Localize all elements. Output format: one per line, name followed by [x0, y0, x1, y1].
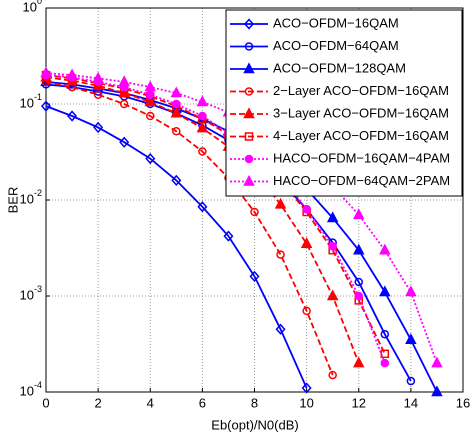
marker: [406, 376, 416, 386]
marker: [170, 86, 183, 98]
series-line: [45, 74, 386, 355]
marker: [197, 201, 208, 213]
legend-label: HACO−OFDM−64QAM−2PAM: [273, 173, 450, 188]
y-tick-label: 100: [23, 0, 42, 14]
marker: [66, 68, 78, 80]
marker: [353, 208, 365, 220]
legend-marker: [244, 132, 254, 141]
marker: [119, 99, 129, 109]
marker: [198, 147, 207, 156]
marker: [92, 71, 104, 83]
marker: [302, 306, 311, 316]
marker: [172, 99, 181, 109]
marker: [40, 100, 52, 112]
marker: [353, 243, 365, 255]
marker: [118, 75, 130, 87]
marker: [380, 358, 390, 368]
y-tick-label: 10-2: [20, 188, 42, 206]
x-tick-label: 12: [352, 395, 366, 410]
series-line: [45, 74, 386, 364]
legend-label: HACO−OFDM−16QAM−4PAM: [273, 150, 450, 165]
marker: [250, 207, 259, 217]
marker: [328, 370, 337, 380]
legend-marker: [243, 107, 255, 119]
x-tick-label: 2: [95, 395, 102, 410]
x-tick-label: 8: [251, 395, 258, 410]
x-axis-label: Eb(opt)/N0(dB): [211, 417, 298, 432]
x-tick-label: 10: [299, 395, 313, 410]
y-tick-label: 10-4: [20, 380, 42, 398]
marker: [379, 243, 391, 255]
marker: [274, 197, 287, 209]
marker: [431, 385, 443, 397]
marker: [354, 277, 363, 287]
marker: [302, 205, 311, 214]
marker: [93, 121, 104, 134]
marker: [300, 237, 313, 249]
marker: [405, 333, 417, 345]
series-line: [45, 72, 438, 364]
marker: [40, 66, 52, 78]
legend-marker: [243, 62, 255, 74]
marker: [431, 356, 443, 368]
legend-label: 2−Layer ACO−OFDM−16QAM: [273, 83, 449, 98]
marker: [328, 241, 337, 251]
marker: [326, 289, 339, 301]
series-line: [45, 80, 334, 376]
marker: [146, 111, 155, 121]
y-tick-label: 10-1: [20, 92, 42, 110]
marker: [379, 285, 391, 297]
marker: [67, 110, 78, 122]
y-tick-label: 10-3: [20, 284, 42, 302]
x-tick-label: 6: [199, 395, 206, 410]
legend-label: ACO−OFDM−128QAM: [273, 60, 406, 75]
x-tick-label: 16: [456, 395, 470, 410]
marker: [301, 382, 312, 394]
legend-box: [225, 9, 463, 197]
marker: [145, 152, 156, 165]
marker: [405, 285, 417, 297]
marker: [380, 329, 390, 339]
marker: [171, 174, 182, 187]
x-tick-label: 14: [404, 395, 418, 410]
marker: [353, 356, 365, 368]
marker: [196, 95, 209, 107]
x-tick-label: 0: [42, 395, 49, 410]
marker: [144, 80, 156, 92]
legend-label: ACO−OFDM−64QAM: [273, 38, 399, 53]
plot-frame: [45, 7, 464, 393]
marker: [119, 136, 130, 148]
legend-label: ACO−OFDM−16QAM: [273, 15, 399, 30]
legend-marker: [244, 154, 254, 164]
legend-marker: [243, 18, 255, 30]
legend-marker: [244, 42, 254, 51]
marker: [93, 90, 103, 99]
marker: [276, 250, 285, 259]
legend-label: 3−Layer ACO−OFDM−16QAM: [273, 105, 449, 120]
series-line: [45, 105, 308, 389]
marker: [198, 111, 207, 121]
marker: [275, 323, 286, 335]
marker: [380, 349, 390, 359]
legend-marker: [243, 174, 255, 186]
marker: [223, 230, 234, 242]
marker: [196, 121, 209, 133]
marker: [326, 211, 339, 223]
marker: [172, 127, 181, 136]
marker: [146, 90, 155, 99]
marker: [144, 95, 156, 107]
marker: [354, 291, 363, 301]
marker: [249, 270, 260, 283]
marker: [170, 106, 183, 118]
legend-marker: [244, 87, 254, 96]
x-tick-label: 4: [147, 395, 154, 410]
y-axis-label: BER: [5, 187, 20, 214]
legend-label: 4−Layer ACO−OFDM−16QAM: [273, 128, 449, 143]
